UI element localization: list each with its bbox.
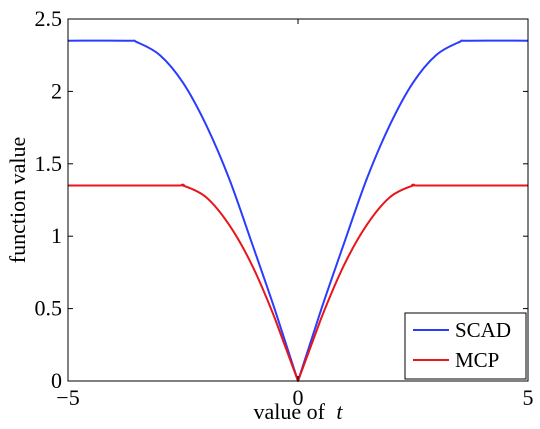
x-axis-title: value of t (253, 399, 343, 424)
y-tick-label: 1 (51, 223, 62, 248)
legend-label-scad: SCAD (455, 318, 511, 342)
x-axis-title-variable: t (336, 399, 343, 424)
legend-label-mcp: MCP (455, 348, 499, 372)
y-tick-label: 1.5 (35, 151, 63, 176)
y-tick-label: 0.5 (35, 296, 63, 321)
ticks-layer (67, 18, 529, 382)
y-tick-label: 0 (51, 368, 62, 393)
tick-labels: −5 0 500.511.522.5 (35, 6, 534, 410)
x-tick-label: 5 (523, 385, 534, 410)
y-axis-title: function value (5, 137, 30, 263)
y-tick-label: 2.5 (35, 6, 63, 31)
legend: SCAD MCP (404, 312, 527, 380)
x-axis-title-text: value of (253, 399, 325, 424)
x-tick-label: 0 (293, 385, 304, 410)
y-tick-label: 2 (51, 78, 62, 103)
x-tick-label: −5 (56, 385, 79, 410)
legend-box (404, 312, 527, 380)
